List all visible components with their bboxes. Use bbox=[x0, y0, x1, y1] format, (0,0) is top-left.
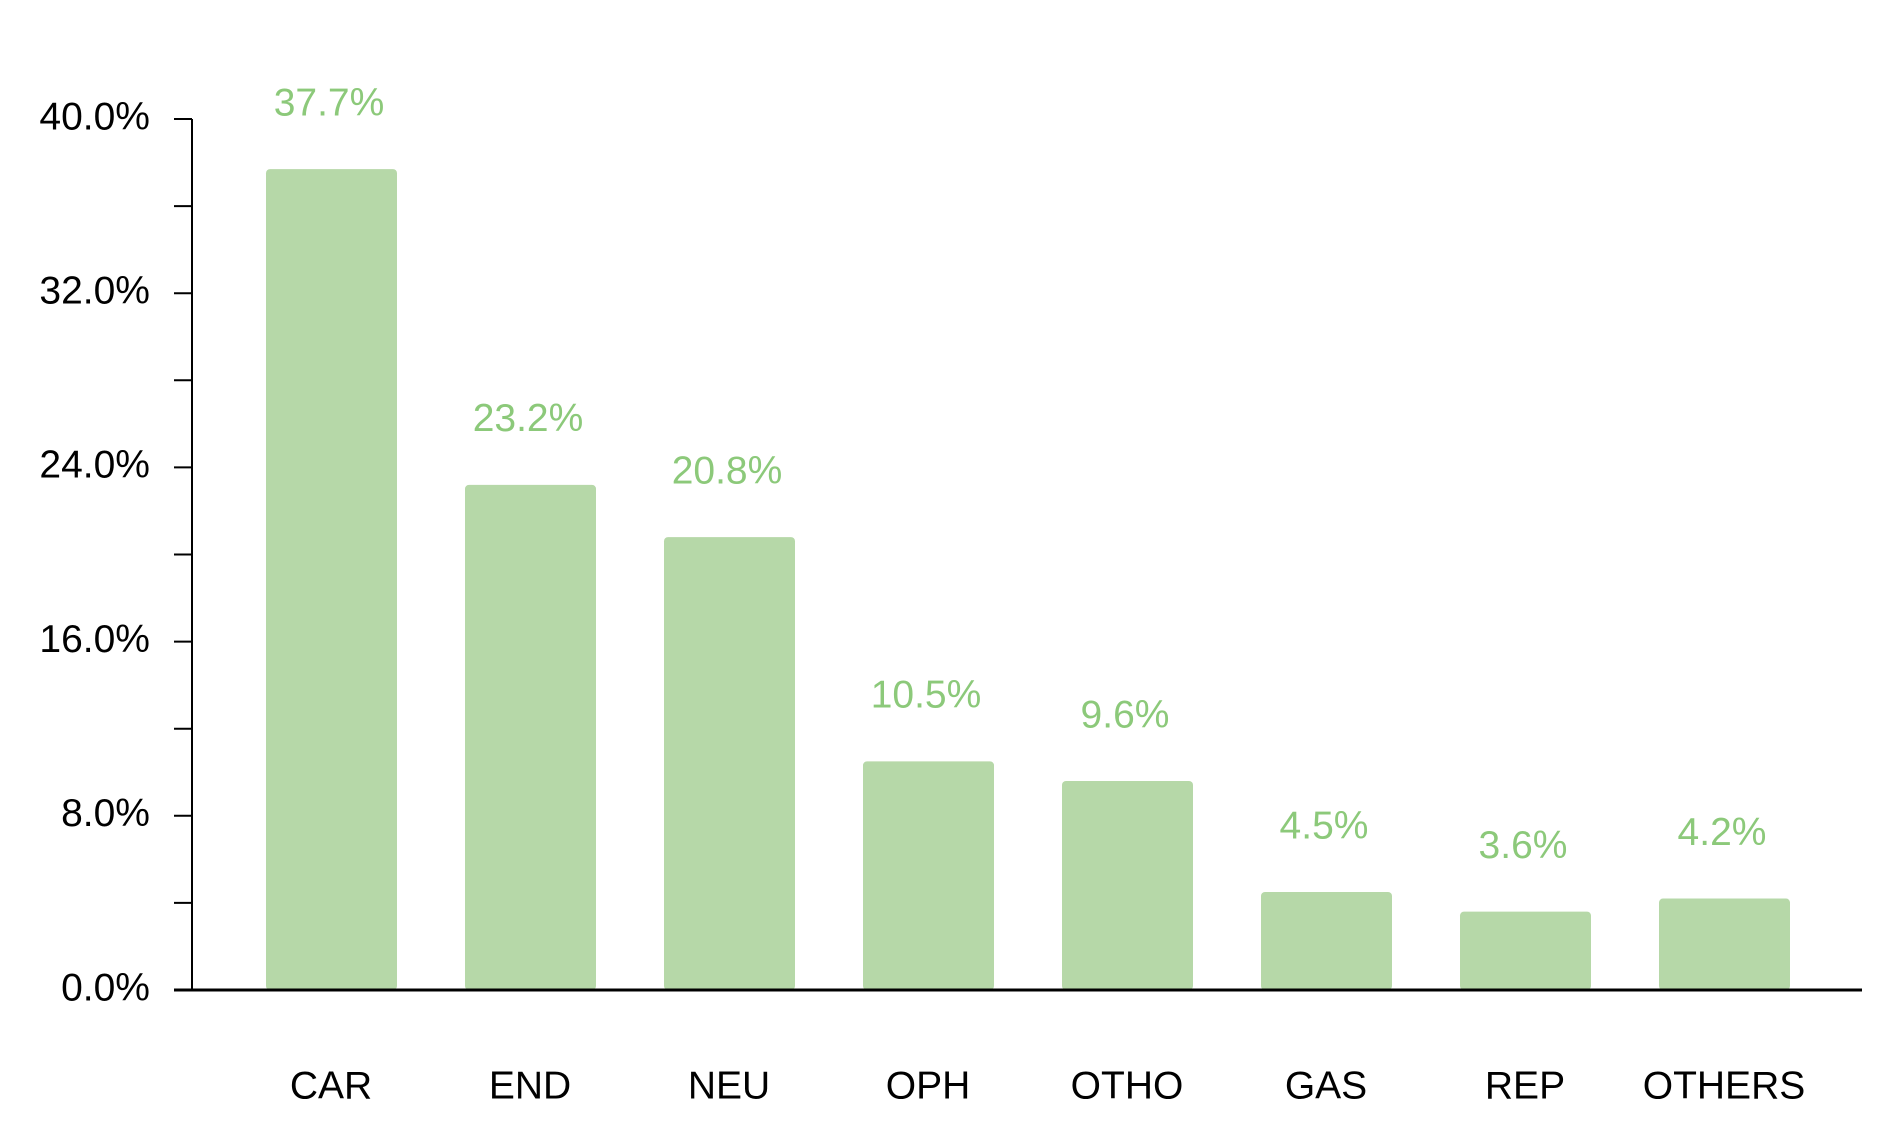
value-label: 4.2% bbox=[1678, 811, 1767, 854]
value-label: 3.6% bbox=[1479, 824, 1568, 867]
y-tick-label: 40.0% bbox=[39, 95, 150, 138]
bar bbox=[1261, 892, 1392, 990]
y-tick-label: 16.0% bbox=[39, 618, 150, 661]
value-label: 20.8% bbox=[672, 449, 783, 492]
bar bbox=[664, 537, 795, 990]
y-tick-label: 0.0% bbox=[61, 966, 150, 1009]
x-tick-label: GAS bbox=[1285, 1064, 1367, 1107]
value-label: 23.2% bbox=[473, 397, 584, 440]
bar bbox=[465, 484, 596, 990]
x-tick-label: OTHERS bbox=[1643, 1064, 1806, 1107]
bar bbox=[266, 169, 397, 990]
value-label: 10.5% bbox=[871, 674, 982, 717]
x-tick-label: OPH bbox=[886, 1064, 971, 1107]
y-tick-label: 8.0% bbox=[61, 792, 150, 835]
x-tick-label: OTHO bbox=[1071, 1064, 1184, 1107]
bar bbox=[863, 761, 994, 990]
x-tick-label: NEU bbox=[688, 1064, 770, 1107]
bar bbox=[1062, 780, 1193, 990]
y-tick-label: 32.0% bbox=[39, 269, 150, 312]
bar bbox=[1460, 911, 1591, 990]
bar bbox=[1659, 898, 1790, 990]
value-label: 37.7% bbox=[274, 81, 385, 124]
value-label: 9.6% bbox=[1081, 693, 1170, 736]
x-tick-label: CAR bbox=[290, 1064, 372, 1107]
x-tick-label: END bbox=[489, 1064, 571, 1107]
value-label: 4.5% bbox=[1280, 804, 1369, 847]
y-tick-label: 24.0% bbox=[39, 444, 150, 487]
x-tick-label: REP bbox=[1485, 1064, 1565, 1107]
